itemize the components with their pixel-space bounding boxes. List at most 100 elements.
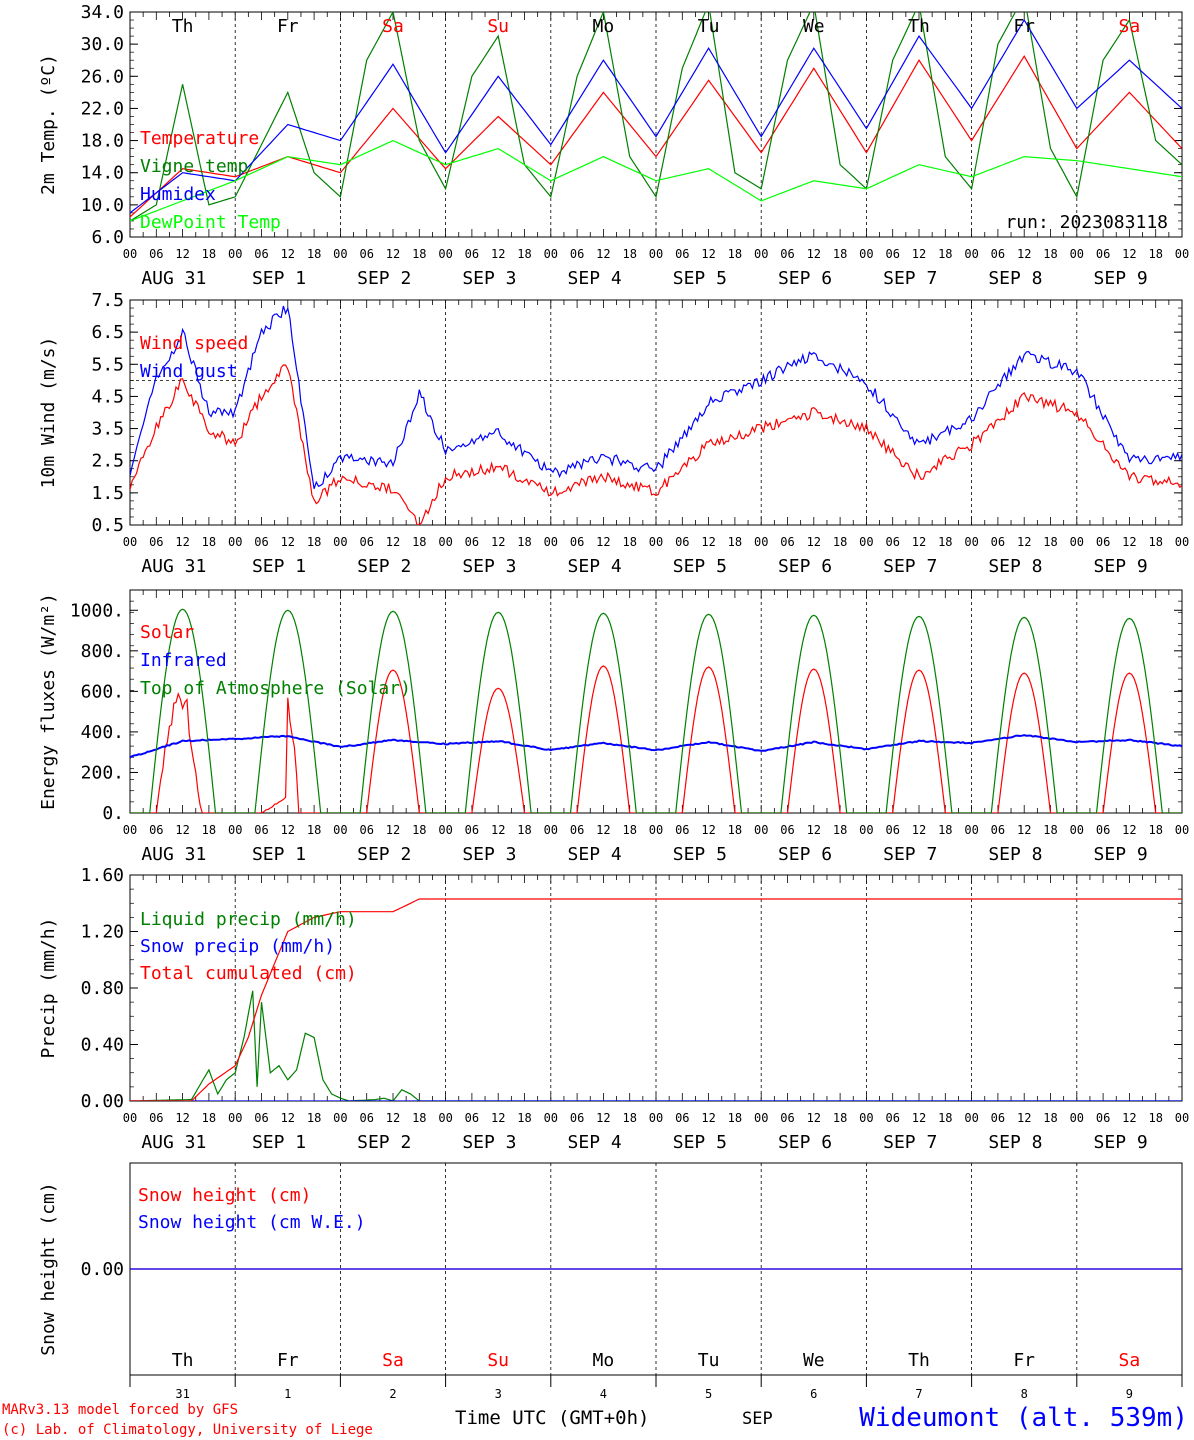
hour-tick-label: 00	[438, 1111, 452, 1125]
y-tick-label: 1.5	[91, 483, 124, 504]
y-tick-label: 5.5	[91, 354, 124, 375]
hour-tick-label: 00	[754, 1111, 768, 1125]
date-label: SEP 2	[357, 556, 411, 577]
hour-tick-label: 12	[1122, 1111, 1136, 1125]
hour-tick-label: 12	[807, 1111, 821, 1125]
hour-tick-label: 12	[912, 823, 926, 837]
hour-tick-label: 12	[281, 1111, 295, 1125]
date-label: SEP 7	[883, 268, 937, 289]
date-label: SEP 7	[883, 1132, 937, 1153]
hour-tick-label: 18	[202, 535, 216, 549]
weekday-label: Fr	[277, 1350, 299, 1371]
hour-tick-label: 12	[701, 823, 715, 837]
hour-tick-label: 12	[1122, 535, 1136, 549]
hour-tick-label: 06	[359, 1111, 373, 1125]
hour-tick-label: 12	[807, 535, 821, 549]
date-label: SEP 2	[357, 1132, 411, 1153]
hour-tick-label: 00	[1070, 1111, 1084, 1125]
y-axis-label: Snow height (cm)	[38, 1182, 59, 1355]
day-number-label: 7	[915, 1387, 922, 1401]
hour-tick-label: 12	[386, 247, 400, 261]
legend-vigne-temp: Vigne temp	[140, 156, 248, 177]
hour-tick-label: 18	[938, 823, 952, 837]
panel-precip	[129, 874, 1183, 1102]
weekday-label: Tu	[698, 1350, 720, 1371]
hour-tick-label: 12	[912, 247, 926, 261]
date-label: SEP 3	[462, 844, 516, 865]
hour-tick-label: 06	[991, 1111, 1005, 1125]
hour-tick-label: 18	[1043, 1111, 1057, 1125]
hour-tick-label: 06	[991, 247, 1005, 261]
hour-tick-label: 12	[281, 823, 295, 837]
hour-tick-label: 18	[202, 823, 216, 837]
y-tick-label: 200.	[81, 762, 124, 783]
hour-tick-label: 18	[728, 535, 742, 549]
hour-tick-label: 06	[780, 823, 794, 837]
hour-tick-label: 06	[254, 247, 268, 261]
date-label: SEP 1	[252, 556, 306, 577]
hour-tick-label: 12	[596, 247, 610, 261]
hour-tick-label: 12	[281, 535, 295, 549]
hour-tick-label: 12	[175, 247, 189, 261]
date-label: AUG 31	[141, 268, 206, 289]
hour-tick-label: 06	[885, 1111, 899, 1125]
date-label: SEP 5	[673, 268, 727, 289]
hour-tick-label: 18	[622, 535, 636, 549]
hour-tick-label: 06	[1096, 247, 1110, 261]
hour-tick-label: 00	[123, 535, 137, 549]
hour-tick-label: 00	[123, 247, 137, 261]
day-number-label: 6	[810, 1387, 817, 1401]
hour-tick-label: 06	[149, 247, 163, 261]
panel-temperature	[129, 11, 1183, 238]
hour-tick-label: 06	[1096, 823, 1110, 837]
run-label: run: 2023083118	[1005, 212, 1168, 233]
y-tick-label: 400.	[81, 722, 124, 743]
series-line-dewpoint-temp	[130, 139, 1182, 222]
day-number-label: 8	[1021, 1387, 1028, 1401]
hour-tick-label: 06	[254, 535, 268, 549]
day-number-label: 1	[284, 1387, 291, 1401]
hour-tick-label: 18	[307, 823, 321, 837]
weekday-label: We	[803, 16, 825, 37]
y-tick-label: 3.5	[91, 419, 124, 440]
hour-tick-label: 12	[1017, 823, 1031, 837]
hour-tick-label: 18	[1148, 247, 1162, 261]
series-line-total-cumulated-cm-	[130, 898, 1182, 1101]
hour-tick-label: 18	[517, 1111, 531, 1125]
y-tick-label: 26.0	[81, 66, 124, 87]
hour-tick-label: 12	[1017, 535, 1031, 549]
hour-tick-label: 06	[1096, 1111, 1110, 1125]
date-label: SEP 9	[1094, 844, 1148, 865]
y-tick-label: 6.5	[91, 322, 124, 343]
date-label: SEP 4	[568, 844, 622, 865]
date-label: AUG 31	[141, 1132, 206, 1153]
weekday-label: Th	[172, 1350, 194, 1371]
hour-tick-label: 18	[622, 1111, 636, 1125]
hour-tick-label: 00	[1175, 247, 1189, 261]
hour-tick-label: 12	[491, 535, 505, 549]
panel-frame	[129, 299, 1183, 526]
weekday-label: Th	[908, 16, 930, 37]
hour-tick-label: 06	[780, 247, 794, 261]
station-label: Wideumont (alt. 539m)	[859, 1403, 1188, 1433]
hour-tick-label: 18	[728, 1111, 742, 1125]
day-number-label: 31	[175, 1387, 189, 1401]
hour-tick-label: 18	[1148, 535, 1162, 549]
hour-tick-label: 06	[359, 247, 373, 261]
y-tick-label: 6.0	[91, 227, 124, 248]
y-tick-label: 1.20	[81, 922, 124, 943]
panel-wind	[129, 299, 1183, 526]
hour-tick-label: 18	[202, 1111, 216, 1125]
weekday-label: Fr	[277, 16, 299, 37]
hour-tick-label: 06	[570, 535, 584, 549]
hour-tick-label: 00	[333, 1111, 347, 1125]
legend-total-cumulated-cm-: Total cumulated (cm)	[140, 963, 357, 984]
hour-tick-label: 06	[465, 1111, 479, 1125]
hour-tick-label: 18	[412, 535, 426, 549]
hour-tick-label: 12	[491, 247, 505, 261]
hour-tick-label: 00	[438, 535, 452, 549]
hour-tick-label: 06	[675, 535, 689, 549]
legend-snow-height-cm-w-e-: Snow height (cm W.E.)	[138, 1212, 366, 1233]
y-tick-label: 4.5	[91, 386, 124, 407]
date-label: SEP 1	[252, 844, 306, 865]
